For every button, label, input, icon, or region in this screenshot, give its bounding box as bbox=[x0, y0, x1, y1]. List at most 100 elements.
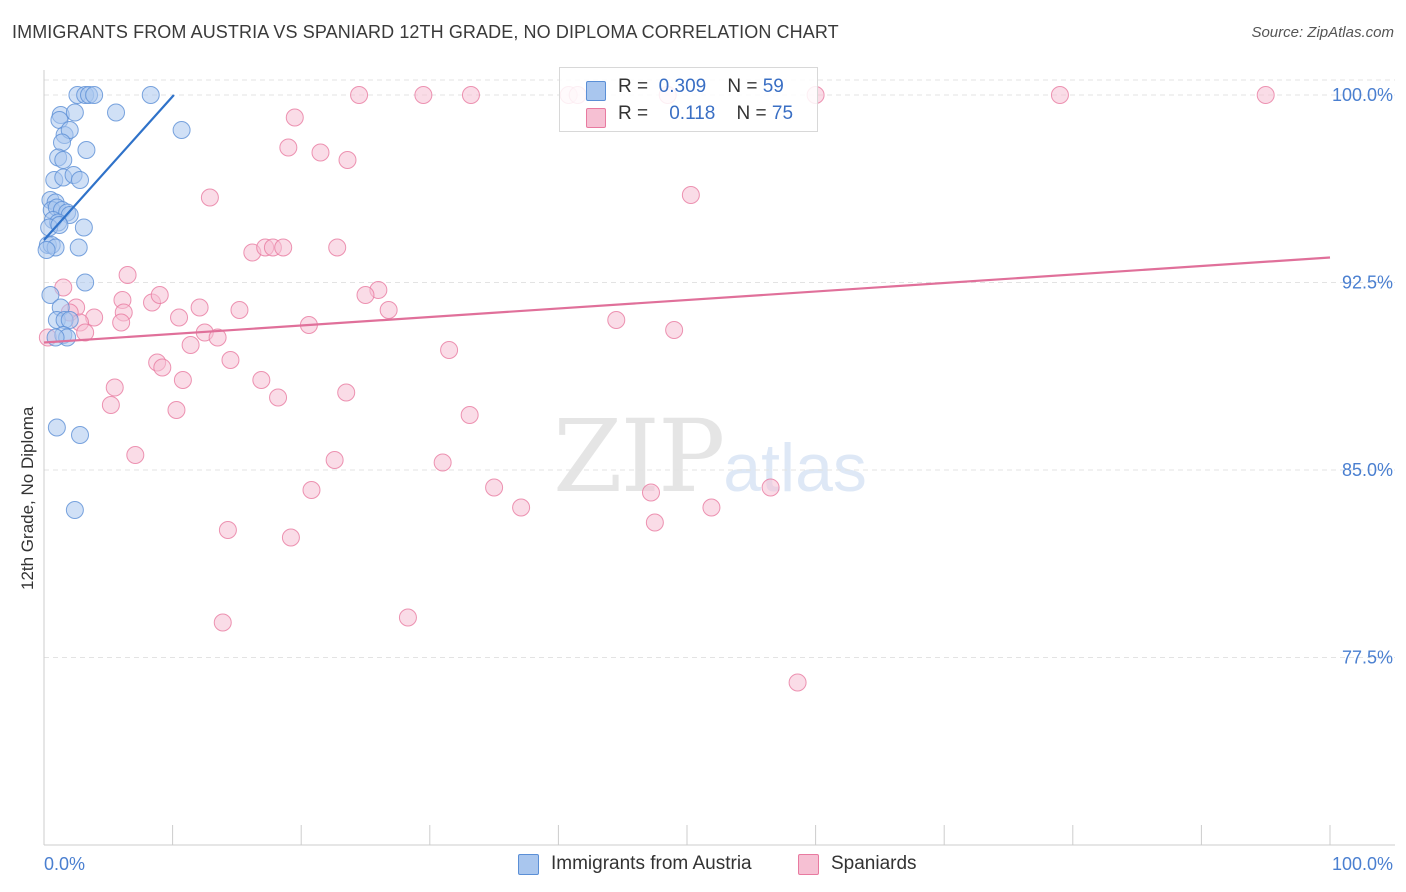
point-austria bbox=[37, 241, 56, 259]
legend-swatch-austria bbox=[518, 853, 539, 875]
legend-item-austria[interactable]: Immigrants from Austria bbox=[518, 853, 752, 875]
y-axis-label: 12th Grade, No Diploma bbox=[18, 406, 37, 590]
point-spaniards bbox=[221, 351, 240, 369]
legend-n-label: N = bbox=[727, 76, 758, 97]
point-spaniards bbox=[181, 336, 200, 354]
point-spaniards bbox=[328, 238, 347, 257]
point-spaniards bbox=[150, 286, 169, 304]
point-spaniards bbox=[788, 673, 807, 692]
trendline-spaniards bbox=[43, 256, 1331, 344]
point-spaniards bbox=[414, 86, 433, 104]
point-spaniards bbox=[433, 453, 452, 472]
point-spaniards bbox=[379, 301, 398, 319]
legend-label-spaniards: Spaniards bbox=[831, 853, 917, 874]
point-austria bbox=[53, 133, 72, 152]
point-austria bbox=[107, 103, 126, 122]
legend-r-label: R = bbox=[618, 103, 649, 124]
point-spaniards bbox=[112, 313, 131, 332]
watermark-atlas: atlas bbox=[723, 430, 867, 506]
x-tick-label: 0.0% bbox=[44, 854, 85, 874]
point-austria bbox=[74, 218, 93, 237]
point-spaniards bbox=[460, 406, 479, 424]
point-spaniards bbox=[398, 608, 417, 627]
point-austria bbox=[50, 216, 69, 234]
point-spaniards bbox=[356, 286, 375, 304]
point-spaniards bbox=[285, 108, 304, 127]
point-spaniards bbox=[325, 451, 344, 469]
point-spaniards bbox=[302, 481, 321, 499]
watermark-zip: ZIP bbox=[553, 398, 725, 515]
legend-r-value-spaniards: 0.118 bbox=[669, 103, 716, 124]
point-spaniards bbox=[252, 371, 271, 389]
point-austria bbox=[77, 141, 96, 159]
point-spaniards bbox=[101, 396, 120, 414]
point-austria bbox=[60, 311, 79, 329]
point-austria bbox=[54, 151, 73, 169]
point-spaniards bbox=[213, 613, 232, 632]
point-spaniards bbox=[761, 478, 780, 497]
point-spaniards bbox=[681, 186, 700, 204]
point-austria bbox=[71, 171, 90, 189]
point-spaniards bbox=[350, 86, 369, 104]
point-spaniards bbox=[126, 446, 145, 464]
legend-r-label: R = bbox=[618, 76, 649, 97]
y-tick-label: 100.0% bbox=[1332, 85, 1393, 105]
y-tick-label: 85.0% bbox=[1342, 460, 1393, 480]
point-spaniards bbox=[281, 528, 300, 547]
y-tick-label: 92.5% bbox=[1342, 273, 1393, 293]
point-austria bbox=[69, 238, 88, 257]
point-spaniards bbox=[200, 188, 219, 207]
point-spaniards bbox=[279, 138, 298, 157]
point-spaniards bbox=[230, 301, 249, 319]
legend-swatch-spaniards bbox=[586, 108, 606, 128]
legend-swatch-spaniards bbox=[798, 853, 819, 875]
point-austria bbox=[172, 121, 191, 139]
point-spaniards bbox=[190, 298, 209, 317]
trendline-austria bbox=[43, 94, 175, 241]
point-austria bbox=[41, 286, 60, 304]
point-spaniards bbox=[440, 341, 459, 359]
x-tick-label: 100.0% bbox=[1332, 854, 1393, 874]
point-spaniards bbox=[645, 513, 664, 532]
point-austria bbox=[46, 328, 65, 347]
point-austria bbox=[65, 501, 84, 519]
point-spaniards bbox=[512, 498, 531, 517]
source-label: Source: ZipAtlas.com bbox=[1251, 24, 1394, 41]
point-spaniards bbox=[170, 308, 189, 327]
point-austria bbox=[76, 273, 95, 292]
point-spaniards bbox=[153, 358, 172, 377]
legend-r-value-austria: 0.309 bbox=[658, 76, 707, 97]
legend-swatch-austria bbox=[586, 81, 606, 101]
point-spaniards bbox=[167, 401, 186, 419]
point-austria bbox=[47, 418, 66, 437]
point-spaniards bbox=[461, 86, 480, 104]
point-spaniards bbox=[173, 371, 192, 389]
point-spaniards bbox=[311, 143, 330, 162]
point-spaniards bbox=[702, 498, 721, 517]
point-spaniards bbox=[1050, 86, 1069, 104]
point-spaniards bbox=[208, 328, 227, 347]
legend-item-spaniards[interactable]: Spaniards bbox=[798, 853, 917, 875]
legend-row-austria: R = 0.309 N = 59 bbox=[586, 74, 784, 101]
legend-row-spaniards: R = 0.118 N = 75 bbox=[586, 101, 794, 128]
point-spaniards bbox=[665, 321, 684, 339]
legend-label-austria: Immigrants from Austria bbox=[551, 853, 752, 874]
y-tick-label: 77.5% bbox=[1342, 648, 1393, 668]
point-spaniards bbox=[269, 388, 288, 407]
point-austria bbox=[141, 86, 160, 104]
point-austria bbox=[85, 86, 104, 104]
point-spaniards bbox=[337, 383, 356, 402]
stats-legend: R = 0.309 N = 59 R = 0.118 N = 75 bbox=[559, 67, 818, 132]
legend-n-label: N = bbox=[736, 103, 767, 124]
watermark: ZIPatlas bbox=[553, 398, 867, 515]
chart-title: IMMIGRANTS FROM AUSTRIA VS SPANIARD 12TH… bbox=[12, 22, 839, 42]
point-spaniards bbox=[105, 378, 124, 397]
point-spaniards bbox=[118, 266, 137, 284]
point-spaniards bbox=[485, 478, 504, 497]
legend-n-value-spaniards: 75 bbox=[771, 103, 794, 124]
point-spaniards bbox=[338, 151, 357, 169]
point-spaniards bbox=[274, 238, 293, 257]
point-spaniards bbox=[218, 521, 237, 539]
point-spaniards bbox=[607, 311, 626, 329]
